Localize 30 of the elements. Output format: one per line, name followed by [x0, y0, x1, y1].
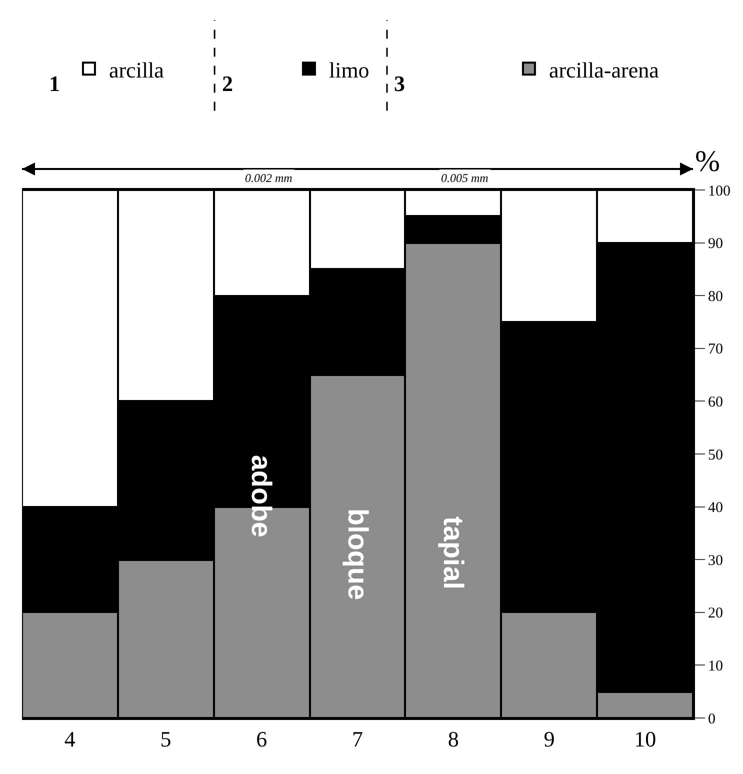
y-tick-label: 10	[708, 658, 723, 674]
y-tick-label: 80	[708, 288, 723, 305]
y-tick-label: 60	[708, 394, 723, 410]
text: 3	[394, 71, 405, 96]
y-tick-label: 20	[708, 606, 723, 622]
y-tick-label: 70	[708, 342, 723, 358]
x-tick-label: 9	[544, 726, 555, 752]
text: 0.002 mm	[245, 171, 293, 185]
x-tick-label: 8	[448, 726, 459, 752]
annotation: adobe	[246, 454, 278, 538]
y-axis-title: %	[695, 145, 720, 178]
y-tick-label: 0	[708, 711, 716, 728]
y-tick-label: 30	[708, 552, 723, 569]
text: 1	[49, 71, 60, 96]
x-tick-label: 6	[256, 726, 268, 752]
y-tick-label: 90	[708, 236, 723, 252]
x-tick-label: 4	[64, 726, 76, 752]
annotation: tapial	[438, 516, 470, 590]
annotation: bloque	[342, 508, 374, 600]
x-tick-label: 10	[634, 726, 656, 752]
legend-label: limo	[328, 57, 370, 82]
text: 0.005 mm	[441, 171, 489, 185]
legend-label: arcilla	[108, 57, 164, 82]
legend-label: arcilla-arena	[548, 57, 660, 82]
x-tick-label: 7	[352, 726, 363, 752]
x-tick-label: 5	[160, 726, 172, 752]
text: 2	[222, 71, 233, 96]
y-tick-label: 100	[708, 183, 730, 200]
y-tick-label: 40	[708, 500, 723, 516]
y-tick-label: 50	[708, 447, 723, 464]
